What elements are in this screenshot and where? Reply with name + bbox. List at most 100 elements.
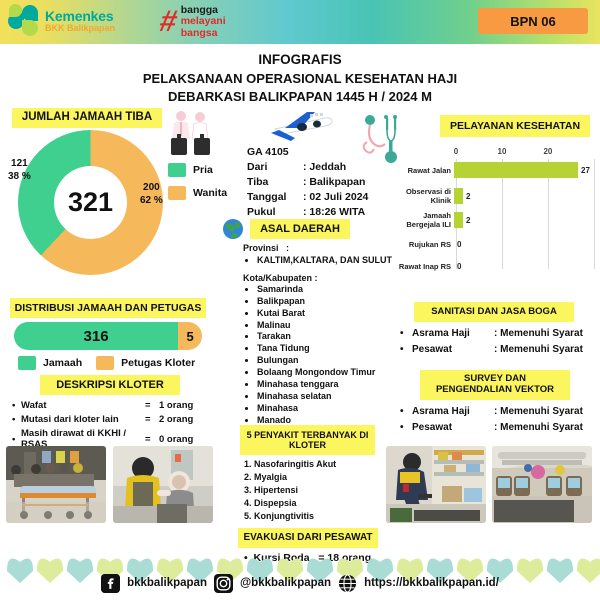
deskripsi-value: 1 orang [159,400,194,411]
deskripsi-key: Masih dirawat di KKHI / RSAS [21,428,127,450]
footer-decoration [0,556,600,600]
kemenkes-logo-title: Kemenkes [45,7,114,24]
deskripsi-value: 2 orang [159,414,194,425]
bullet-icon: • [12,433,16,445]
deskripsi-key: Mutasi dari kloter lain [21,414,119,425]
legend-item-wanita: Wanita [168,186,227,200]
title-line-1: INFOGRAFIS [258,52,342,67]
pelayanan-kesehatan-bar-chart: 0 10 20 Rawat Jalan 27 Observasi di Klin… [398,147,595,271]
provinsi-label: Provinsi [243,243,279,253]
list-item: Malinau [257,320,393,332]
bar-value-label: 2 [466,191,471,201]
chart-bar-row: Rujukan RS 0 [398,235,594,253]
bar-value-label: 0 [457,261,462,271]
bullet-icon: • [400,406,404,417]
instagram-icon[interactable] [213,573,233,593]
sanitasi-list: • Asrama Haji : Memenuhi Syarat • Pesawa… [400,328,595,360]
bar-value-label: 2 [466,215,471,225]
legend-item-pria: Pria [168,163,227,177]
survey-vektor-heading-line-1: SURVEY DAN [464,373,526,385]
bar-rect [454,162,578,178]
bangga-line-3: bangsa [180,26,218,39]
globe-icon [223,219,243,239]
list-item: Minahasa tenggara [257,379,393,391]
kemenkes-logo-subtitle: BKK Balikpapan [45,22,116,33]
flight-row: Pukul : 18:26 WITA [247,206,368,218]
survey-vektor-heading: SURVEY DAN PENGENDALIAN VEKTOR [420,370,570,400]
bangga-line-2: melayani [180,15,226,28]
legend-label-jamaah: Jamaah [43,357,83,369]
bangga-melayani-bangsa-logo: # bangga melayani bangsa [156,4,226,39]
instagram-handle[interactable]: @bkkbalikpapan [239,577,332,589]
distribusi-petugas-segment: 5 [178,322,202,350]
bar-category-label: Observasi di Klinik [405,187,451,205]
sanitasi-key: Asrama Haji [412,328,470,339]
list-item: 4. Dispepsia [244,498,297,509]
legend-swatch-pria [168,163,186,177]
flight-value: : Balikpapan [303,176,366,188]
photo-sanitation-inspection [386,446,486,523]
survey-vektor-heading-line-2: PENGENDALIAN VEKTOR [435,384,555,395]
bar-value-label: 27 [581,165,590,175]
list-item: 5. Konjungtivitis [244,511,315,522]
flight-row: Dari : Jeddah [247,161,368,173]
survey-vektor-key: Asrama Haji [412,406,470,417]
chart-bar-row: Observasi di Klinik 2 [398,187,594,205]
deskripsi-key: Wafat [21,400,47,411]
kemenkes-logo: Kemenkes BKK Balikpapan [8,4,116,37]
footer-social-links: bkkbalikpapan @bkkbalikpapan https://bkk… [0,570,600,596]
donut-legend: Pria Wanita [168,163,227,209]
bar-category-label: Rawat Jalan [407,165,451,175]
legend-swatch-jamaah [18,356,36,370]
page-header: Kemenkes BKK Balikpapan # bangga melayan… [0,0,600,44]
penyakit-terbanyak-list: 1. Nasofaringitis Akut 2. Myalgia 3. Hip… [244,458,384,523]
chart-x-axis-ticks: 0 10 20 [453,147,594,159]
sanitasi-row: • Asrama Haji : Memenuhi Syarat [400,328,595,339]
legend-label-pria: Pria [193,164,213,176]
photo-stretcher-evacuation [6,446,106,523]
x-tick: 0 [453,147,459,156]
survey-vektor-value: : Memenuhi Syarat [494,422,583,433]
list-item: Bulungan [257,355,393,367]
provinsi-colon: : [286,243,290,253]
list-item: Samarinda [257,284,393,296]
legend-label-wanita: Wanita [193,187,228,199]
list-item: Balikpapan [257,296,393,308]
provinsi-list: KALTIM,KALTARA, DAN SULUT [257,255,393,267]
flight-key: Dari [247,161,268,173]
jamaah-gender-donut-chart: 321 [18,130,163,275]
legend-item-jamaah: Jamaah [18,356,82,370]
legend-item-petugas: Petugas Kloter [96,356,195,370]
facebook-icon[interactable] [101,573,121,593]
bar-rect [454,188,463,204]
facebook-handle[interactable]: bkkbalikpapan [127,577,207,589]
survey-vektor-value: : Memenuhi Syarat [494,406,583,417]
kota-kabupaten-label: Kota/Kabupaten : [243,272,318,283]
deskripsi-row: • Wafat = 1 orang [12,400,212,411]
bar-value-label: 0 [457,239,462,249]
hash-icon: # [156,4,181,38]
pelayanan-kesehatan-heading: PELAYANAN KESEHATAN [440,115,590,137]
flight-value: : Jeddah [303,161,347,173]
x-tick: 10 [497,147,507,156]
stethoscope-icon [362,115,397,163]
chart-bar-row: Rawat Inap RS 0 [398,257,594,275]
sanitasi-heading: SANITASI DAN JASA BOGA [414,302,574,322]
list-item: Tarakan [257,331,393,343]
website-globe-icon[interactable] [338,573,357,593]
flight-key: Pukul [247,206,276,218]
website-url[interactable]: https://bkkbalikpapan.id/ [364,577,499,589]
donut-label-wanita: 200 62 % [140,182,163,206]
kota-kabupaten-list: Samarinda Balikpapan Kutai Barat Malinau… [257,284,393,427]
legend-swatch-petugas [96,356,115,370]
title-line-2: PELAKSANAAN OPERASIONAL KESEHATAN HAJI [142,70,458,86]
kemenkes-flower-icon [8,4,40,37]
donut-label-pria: 121 38 % [8,158,31,182]
title-line-3: DEBARKASI BALIKPAPAN 1445 H / 2024 M [168,89,432,105]
list-item: 1. Nasofaringitis Akut [244,459,337,469]
deskripsi-equals: = [145,400,151,411]
photo-aircraft-cabin [492,446,592,523]
provinsi-row: Provinsi : [243,243,393,253]
x-tick: 20 [543,147,553,156]
page-title: INFOGRAFIS PELAKSANAAN OPERASIONAL KESEH… [0,50,600,107]
